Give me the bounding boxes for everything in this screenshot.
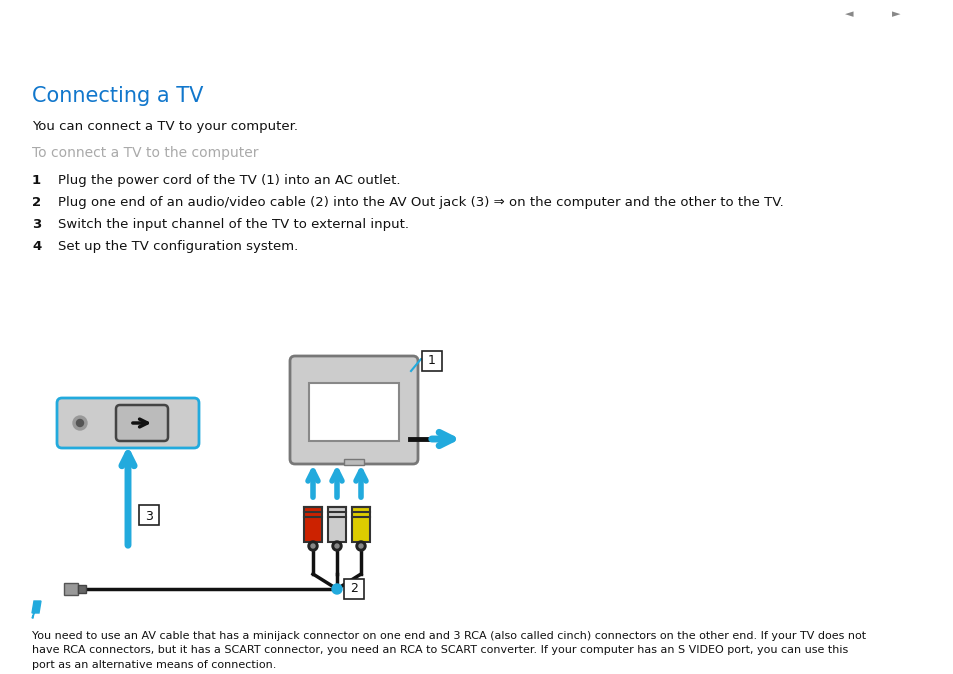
FancyBboxPatch shape bbox=[139, 505, 159, 525]
Text: 2: 2 bbox=[350, 582, 357, 596]
Text: You can connect a TV to your computer.: You can connect a TV to your computer. bbox=[32, 120, 297, 133]
Circle shape bbox=[76, 419, 84, 427]
Circle shape bbox=[332, 541, 341, 551]
Circle shape bbox=[358, 544, 363, 548]
Bar bbox=[344, 459, 364, 465]
Text: 3: 3 bbox=[145, 510, 152, 522]
Text: Connecting a TV: Connecting a TV bbox=[32, 86, 203, 106]
Text: Set up the TV configuration system.: Set up the TV configuration system. bbox=[58, 240, 298, 253]
Text: Plug the power cord of the TV (1) into an AC outlet.: Plug the power cord of the TV (1) into a… bbox=[58, 174, 400, 187]
Text: ►: ► bbox=[891, 9, 900, 20]
FancyBboxPatch shape bbox=[290, 356, 417, 464]
Polygon shape bbox=[32, 613, 34, 618]
Text: Switch the input channel of the TV to external input.: Switch the input channel of the TV to ex… bbox=[58, 218, 409, 231]
Text: 66: 66 bbox=[862, 7, 882, 22]
Text: VAIO: VAIO bbox=[17, 17, 81, 41]
Bar bbox=[304, 507, 322, 542]
Text: 1: 1 bbox=[32, 174, 41, 187]
Polygon shape bbox=[32, 601, 41, 613]
Circle shape bbox=[311, 544, 314, 548]
Bar bbox=[309, 383, 398, 441]
Text: 2: 2 bbox=[32, 196, 41, 209]
Text: 3: 3 bbox=[32, 218, 41, 231]
FancyBboxPatch shape bbox=[344, 579, 364, 599]
Circle shape bbox=[355, 541, 366, 551]
Bar bbox=[352, 507, 370, 542]
Text: ◄: ◄ bbox=[844, 9, 853, 20]
Text: 4: 4 bbox=[32, 240, 41, 253]
FancyBboxPatch shape bbox=[116, 405, 168, 441]
Bar bbox=[64, 583, 78, 595]
Circle shape bbox=[308, 541, 317, 551]
Circle shape bbox=[73, 416, 87, 430]
Bar bbox=[78, 585, 86, 593]
Circle shape bbox=[335, 544, 338, 548]
Text: 1: 1 bbox=[428, 355, 436, 367]
Text: Plug one end of an audio/video cable (2) into the AV Out jack (3) ⇒ on the compu: Plug one end of an audio/video cable (2)… bbox=[58, 196, 783, 209]
Text: You need to use an AV cable that has a minijack connector on one end and 3 RCA (: You need to use an AV cable that has a m… bbox=[32, 631, 865, 670]
Circle shape bbox=[332, 584, 341, 594]
Text: Using Peripheral Devices: Using Peripheral Devices bbox=[785, 37, 932, 50]
Text: To connect a TV to the computer: To connect a TV to the computer bbox=[32, 146, 258, 160]
Bar bbox=[328, 507, 346, 542]
FancyBboxPatch shape bbox=[421, 351, 441, 371]
FancyBboxPatch shape bbox=[57, 398, 199, 448]
